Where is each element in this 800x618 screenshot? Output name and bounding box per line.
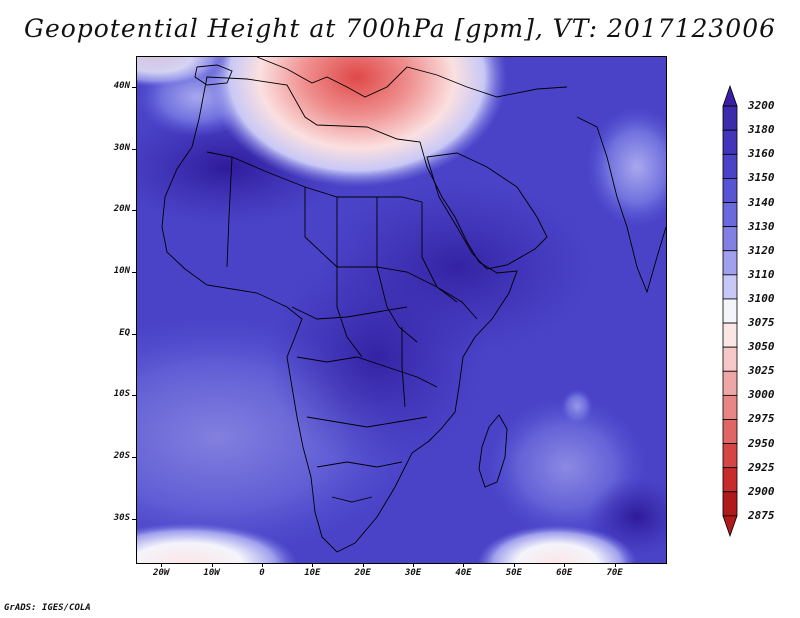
colorbar-swatch	[722, 322, 738, 348]
height-field-map	[137, 57, 666, 563]
lon-tick	[312, 563, 314, 567]
colorbar-swatch	[722, 443, 738, 469]
lon-label: 20W	[153, 568, 170, 578]
colorbar-level-label: 2950	[748, 436, 775, 450]
colorbar-swatch	[722, 467, 738, 493]
colorbar-level-label: 3160	[748, 147, 775, 161]
lon-tick	[362, 563, 364, 567]
colorbar-swatch	[722, 250, 738, 276]
lat-tick	[132, 210, 136, 212]
colorbar-level-label: 2925	[748, 460, 775, 474]
lat-label: 10N	[113, 265, 130, 276]
colorbar-level-label: 2900	[748, 484, 775, 498]
lon-tick	[211, 563, 213, 567]
lon-label: 20E	[354, 568, 371, 578]
lat-label: 30N	[113, 142, 130, 153]
map-plot-area	[136, 56, 667, 564]
lon-label: 10W	[203, 568, 220, 578]
lat-tick	[132, 148, 136, 150]
colorbar-swatch	[722, 129, 738, 155]
colorbar-level-label: 3130	[748, 219, 775, 233]
colorbar-level-label: 3025	[748, 364, 775, 378]
colorbar-level-label: 2975	[748, 412, 775, 426]
colorbar-swatch	[722, 298, 738, 324]
colorbar-swatch	[722, 202, 738, 228]
colorbar-level-label: 2875	[748, 508, 775, 522]
south-indian-trough	[477, 525, 637, 563]
lon-label: 10E	[304, 568, 321, 578]
lon-label: 40E	[455, 568, 472, 578]
colorbar-swatch	[722, 105, 738, 131]
colorbar-level-label: 3050	[748, 340, 775, 354]
lon-tick	[161, 563, 163, 567]
colorbar-level-label: 3100	[748, 291, 775, 305]
lat-tick	[132, 271, 136, 273]
lat-tick	[132, 457, 136, 459]
mediterranean-low	[207, 57, 507, 187]
colorbar-swatch	[722, 370, 738, 396]
colorbar-swatch	[722, 491, 738, 517]
lon-label: 70E	[606, 568, 623, 578]
lat-tick	[132, 333, 136, 335]
colorbar-level-label: 3000	[748, 388, 775, 402]
colorbar-level-label: 3120	[748, 243, 775, 257]
grads-credit: GrADS: IGES/COLA	[4, 603, 91, 613]
colorbar-level-label: 3140	[748, 195, 775, 209]
colorbar-swatch	[722, 419, 738, 444]
lon-tick	[513, 563, 515, 567]
lon-label: 60E	[556, 568, 573, 578]
colorbar-bottom-arrow	[722, 515, 738, 538]
colorbar-level-label: 3110	[748, 267, 775, 281]
colorbar-swatch	[722, 274, 738, 300]
coastlines	[161, 57, 666, 553]
lat-label: 10S	[113, 389, 130, 400]
lon-tick	[261, 563, 263, 567]
lat-tick	[132, 395, 136, 397]
lon-label: 50E	[505, 568, 522, 578]
colorbar-swatch	[722, 153, 738, 179]
lat-label: 30S	[113, 512, 130, 523]
lon-label: 30E	[404, 568, 422, 578]
colorbar-swatch	[722, 226, 738, 252]
colorbar-swatch	[722, 394, 738, 420]
lat-label: 20S	[113, 451, 130, 462]
lon-tick	[614, 563, 616, 567]
south-atlantic-trough	[137, 523, 297, 563]
colorbar-level-label: 3180	[748, 123, 775, 137]
colorbar-level-label: 3200	[748, 99, 775, 113]
colorbar-level-label: 3075	[748, 316, 775, 330]
lon-tick	[463, 563, 465, 567]
colorbar-level-label: 3150	[748, 171, 775, 185]
lon-tick	[564, 563, 566, 567]
lon-tick	[413, 563, 415, 567]
lat-label: 40N	[113, 80, 130, 91]
lat-label: 20N	[113, 204, 130, 215]
lat-tick	[132, 86, 136, 88]
colorbar-swatch	[722, 178, 738, 203]
lat-label: EQ	[119, 327, 130, 338]
colorbar-top-arrow	[722, 84, 738, 107]
lat-tick	[132, 518, 136, 520]
lon-label: 0	[259, 568, 265, 578]
colorbar-swatch	[722, 346, 738, 372]
chart-title: Geopotential Height at 700hPa [gpm], VT:…	[23, 14, 777, 43]
